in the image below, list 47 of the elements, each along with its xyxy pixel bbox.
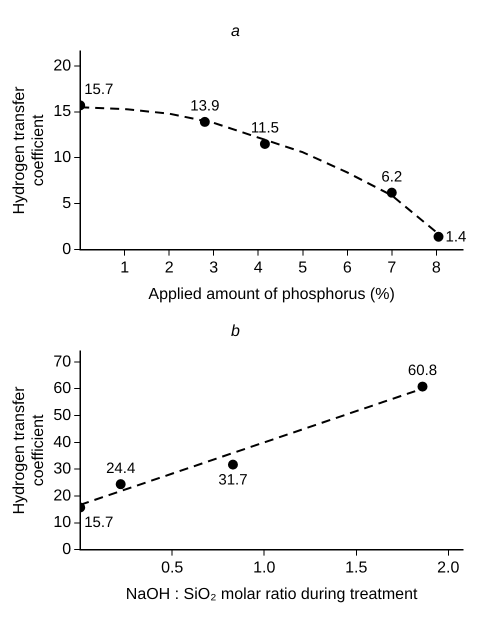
y-tick-label: 70 [53, 353, 72, 370]
data-label: 11.5 [250, 120, 279, 137]
data-label: 60.8 [408, 362, 438, 380]
data-label: 6.2 [381, 168, 402, 186]
y-tick-label: 10 [53, 514, 72, 532]
point [200, 116, 210, 127]
chart-title: b [231, 323, 240, 340]
y-tick-label: 5 [62, 195, 72, 212]
point [386, 188, 397, 198]
data-label: 13.9 [190, 98, 220, 115]
y-tick-label: 0 [62, 541, 72, 558]
x-axis-title: Applied amount of phosphorus (%) [148, 286, 395, 303]
data-label: 31.7 [218, 471, 248, 488]
y-tick-label: 0 [62, 241, 72, 258]
x-tick-label: 2 [164, 260, 174, 277]
x-axis-title: NaOH : SiO₂ molar ratio during treatment [126, 586, 418, 603]
x-tick-label: 4 [254, 260, 263, 277]
y-tick-label: 40 [53, 434, 72, 451]
x-tick-label: 1.0 [253, 560, 276, 577]
x-tick-label: 8 [432, 260, 441, 277]
y-tick-label: 20 [53, 57, 72, 74]
chart-title: a [231, 23, 240, 40]
y-axis-title: Hydrogen transfer coefficient [11, 86, 48, 214]
y-tick-label: 50 [53, 406, 72, 424]
data-label: 1.4 [446, 228, 466, 246]
point [434, 232, 444, 242]
x-tick-label: 5 [298, 260, 308, 277]
x-tick-label: 3 [209, 260, 218, 277]
y-tick-label: 60 [53, 380, 72, 398]
x-tick-label: 1.5 [345, 560, 368, 577]
data-label: 24.4 [106, 460, 136, 477]
x-tick-label: 2.0 [437, 560, 460, 577]
point [260, 138, 270, 149]
x-tick-label: 1 [120, 260, 130, 277]
point [116, 479, 126, 490]
x-tick-label: 6 [342, 260, 352, 277]
y-tick-label: 10 [53, 149, 72, 166]
data-label: 15.7 [84, 514, 114, 532]
y-axis-title: Hydrogen transfer coefficient [11, 386, 48, 514]
x-tick-label: 7 [387, 260, 396, 277]
y-tick-label: 15 [53, 103, 72, 120]
y-tick-label: 30 [53, 460, 72, 478]
data-label: 15.7 [84, 81, 114, 98]
point [418, 382, 428, 392]
x-tick-label: 0.5 [161, 560, 184, 577]
point [228, 460, 238, 470]
y-tick-label: 20 [53, 487, 72, 504]
